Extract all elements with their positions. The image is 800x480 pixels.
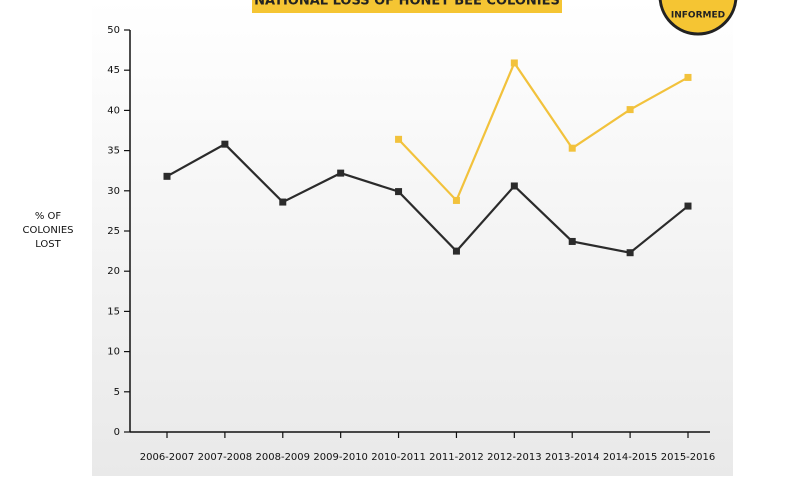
point	[337, 169, 345, 177]
point	[568, 144, 576, 152]
point	[510, 182, 518, 190]
series-line	[166, 142, 689, 254]
x-tick-label: 2007-2008	[198, 452, 253, 463]
point	[395, 135, 403, 143]
panel	[92, 0, 733, 476]
chart-title: NATIONAL LOSS OF HONEY BEE COLONIES	[254, 0, 560, 9]
x-tick-label: 2010-2011	[371, 452, 426, 463]
point	[684, 73, 692, 81]
point	[452, 196, 460, 204]
x-tick-label: 2013-2014	[545, 452, 600, 463]
x-tick-label: 2009-2010	[313, 452, 368, 463]
x-tick-label: 2014-2015	[603, 452, 658, 463]
x-tick-label: 2011-2012	[429, 452, 484, 463]
y-axis-label: % OF COLONIES LOST	[22, 211, 74, 250]
x-tick-label: 2012-2013	[487, 452, 542, 463]
y-tick-label: 20	[107, 266, 120, 277]
point	[163, 172, 171, 180]
point	[626, 249, 634, 257]
point	[279, 198, 287, 206]
y-tick-label: 50	[107, 25, 120, 36]
logo-text: INFORMED	[671, 11, 725, 21]
y-tick-label: 15	[107, 306, 120, 317]
series-line	[397, 60, 689, 203]
y-tick-label: 5	[114, 387, 120, 398]
y-tick-label: 40	[107, 105, 120, 116]
point	[684, 202, 692, 210]
x-tick-label: 2006-2007	[140, 452, 195, 463]
title-box	[252, 0, 562, 13]
point	[626, 106, 634, 114]
y-tick-label: 0	[114, 427, 120, 438]
point	[221, 140, 229, 148]
logo	[658, 0, 738, 36]
y-tick-label: 35	[107, 146, 120, 157]
point	[395, 188, 403, 196]
y-tick-label: 30	[107, 186, 120, 197]
y-tick-label: 45	[107, 65, 120, 76]
point	[510, 59, 518, 67]
y-tick-label: 25	[107, 226, 120, 237]
point	[568, 237, 576, 245]
point	[452, 247, 460, 255]
y-tick-label: 10	[107, 347, 120, 358]
x-tick-label: 2015-2016	[661, 452, 716, 463]
x-tick-label: 2008-2009	[256, 452, 311, 463]
